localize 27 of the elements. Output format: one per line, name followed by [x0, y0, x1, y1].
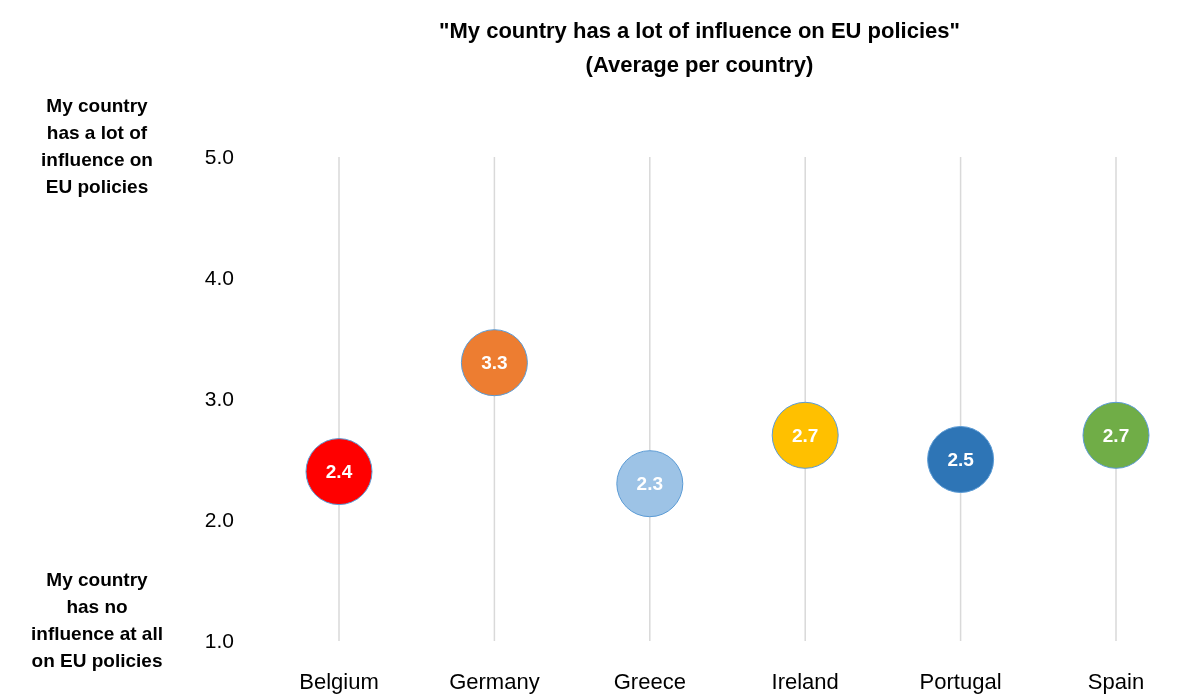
point [460, 329, 528, 397]
text: My country has a lot of influence on EU policies [41, 95, 153, 197]
data-label: 2.7 [1102, 424, 1130, 446]
point [305, 438, 373, 506]
data-label: 2.4 [325, 461, 353, 483]
x-tick-label: Spain [1087, 669, 1145, 694]
data-label: 2.3 [636, 473, 664, 495]
x-tick-label: Belgium [299, 669, 379, 694]
text: My country has no influence at all on EU policies [31, 569, 163, 671]
data-label: 2.7 [791, 424, 819, 446]
chart-subtitle: (Average per country) [585, 52, 814, 77]
y-tick-label: 2.0 [204, 508, 234, 532]
chart-title: "My country has a lot of influence on EU policies" [439, 18, 960, 43]
y-tick-label: 4.0 [204, 266, 234, 290]
x-tick-label: Ireland [771, 669, 839, 694]
data-label: 3.3 [481, 352, 508, 374]
x-tick-label: Germany [449, 669, 540, 694]
x-tick-label: Portugal [919, 669, 1002, 694]
point [616, 450, 684, 518]
point [1082, 401, 1150, 469]
point [771, 401, 839, 469]
data-label: 2.5 [947, 449, 975, 471]
y-tick-label: 3.0 [204, 387, 234, 411]
y-tick-label: 5.0 [204, 145, 234, 169]
x-tick-label: Greece [613, 669, 686, 694]
point [927, 426, 995, 493]
y-tick-label: 1.0 [204, 629, 234, 653]
